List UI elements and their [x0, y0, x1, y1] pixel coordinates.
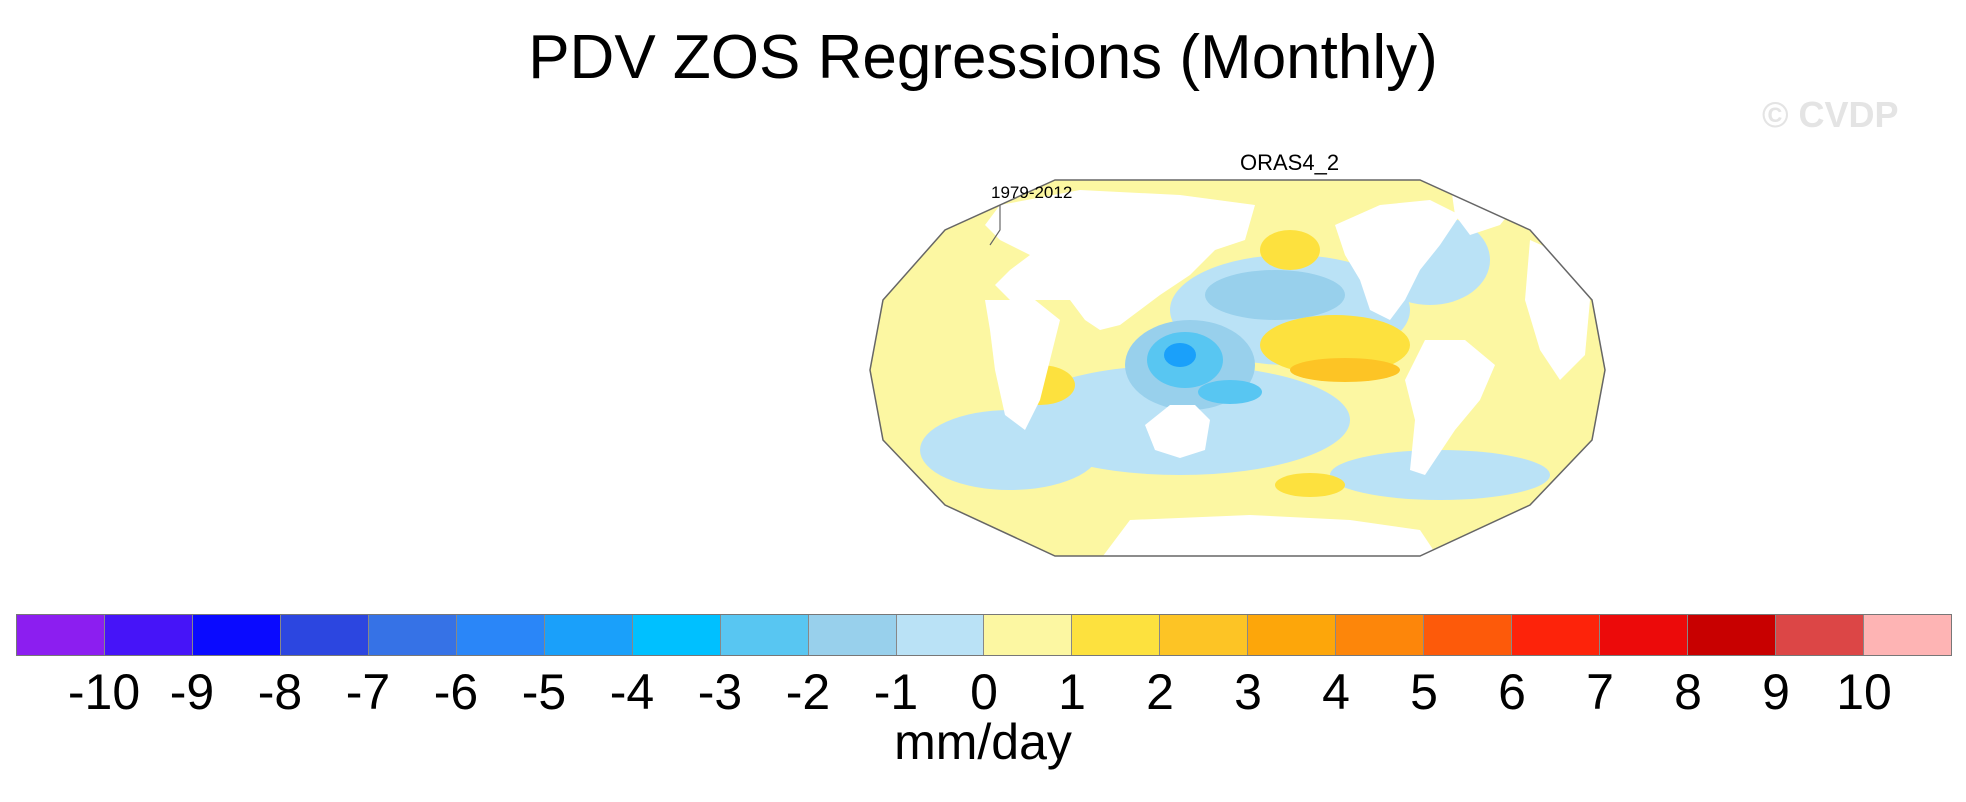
colorbar-tick-label: 7: [1586, 664, 1614, 720]
map-field: [870, 180, 1605, 556]
colorbar-tick-label: -5: [521, 664, 567, 720]
colorbar-tick-label: 5: [1410, 664, 1438, 720]
colorbar-tick-label: -4: [609, 664, 655, 720]
dataset-label: ORAS4_2: [1240, 150, 1340, 175]
antarctica: [1100, 515, 1440, 556]
colorbar-swatch: [104, 615, 193, 655]
colorbar-tick-label: 2: [1146, 664, 1174, 720]
colorbar-tick-label: -6: [433, 664, 479, 720]
map-border: [869, 179, 1606, 557]
colorbar-swatch: [1512, 615, 1601, 655]
colorbar-swatch: [1864, 615, 1951, 655]
africa: [985, 300, 1060, 430]
south-america: [1405, 340, 1495, 475]
colorbar-swatch: [896, 615, 985, 655]
australia: [1145, 405, 1210, 458]
colorbar-swatch: [1336, 615, 1425, 655]
colorbar-tick-label: 4: [1322, 664, 1350, 720]
colorbar-tick-label: -7: [345, 664, 391, 720]
colorbar-swatch: [632, 615, 721, 655]
north-america: [1335, 200, 1460, 320]
colorbar-swatch: [808, 615, 897, 655]
colorbar-swatch: [368, 615, 457, 655]
southern-ocean-positive: [1275, 473, 1345, 497]
colorbar-tick-label: 0: [970, 664, 998, 720]
colorbar-swatch: [280, 615, 369, 655]
colorbar-tick-label: -3: [697, 664, 743, 720]
south-atlantic-negative: [1330, 450, 1550, 500]
eastern-pacific-core: [1290, 358, 1400, 382]
colorbar-swatch: [1688, 615, 1777, 655]
colorbar-tick-label: -1: [873, 664, 919, 720]
colorbar-units: mm/day: [894, 714, 1072, 770]
figure-title: PDV ZOS Regressions (Monthly): [528, 23, 1438, 92]
colorbar-tick-label: 1: [1058, 664, 1086, 720]
colorbar-tick-label: -9: [169, 664, 215, 720]
colorbar-swatch: [1600, 615, 1689, 655]
colorbar-tick-label: 8: [1674, 664, 1702, 720]
colorbar-swatch: [1072, 615, 1161, 655]
colorbar-swatch: [456, 615, 545, 655]
colorbar-tick-label: 3: [1234, 664, 1262, 720]
period-label: 1979-2012: [991, 183, 1073, 202]
kuroshio-negative: [1205, 270, 1345, 320]
colorbar-tick-label: 9: [1762, 664, 1790, 720]
eurasia-outline: [989, 205, 1001, 246]
colorbar-tick-label: -10: [67, 664, 141, 720]
colorbar-swatch: [1248, 615, 1337, 655]
colorbar-tick-label: -2: [785, 664, 831, 720]
colorbar-swatch: [984, 615, 1073, 655]
spcz-negative: [1198, 380, 1262, 404]
eurasia: [985, 190, 1255, 330]
colorbar-ticks: -10 -9 -8 -7 -6 -5 -4 -3 -2 -1 0 1 2 3 4 5 6 7 8 9 10: [0, 662, 1966, 722]
colorbar-tick-label: 6: [1498, 664, 1526, 720]
colorbar-swatch: [17, 615, 105, 655]
cvdp-watermark: © CVDP: [1762, 94, 1899, 135]
colorbar-swatch: [1776, 615, 1865, 655]
colorbar-swatch: [544, 615, 633, 655]
colorbar: [16, 614, 1952, 656]
colorbar-tick-label: -8: [257, 664, 303, 720]
warm-pool-max: [1164, 343, 1196, 367]
colorbar-swatch: [1160, 615, 1249, 655]
colorbar-swatch: [192, 615, 281, 655]
colorbar-swatch: [1424, 615, 1513, 655]
south-indian-negative: [920, 410, 1100, 490]
gulf-alaska-positive: [1260, 230, 1320, 270]
colorbar-tick-label: 10: [1836, 664, 1892, 720]
continents: [985, 180, 1590, 556]
colorbar-swatch: [720, 615, 809, 655]
